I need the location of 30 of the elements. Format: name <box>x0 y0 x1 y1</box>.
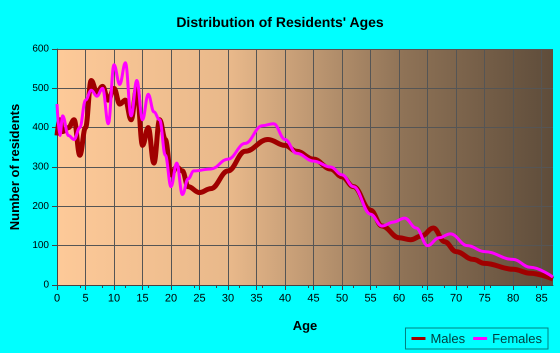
x-tick-label: 65 <box>421 292 434 304</box>
x-tick-label: 75 <box>478 292 491 304</box>
x-tick-label: 0 <box>54 292 60 304</box>
x-tick-label: 70 <box>450 292 462 304</box>
x-tick-label: 25 <box>193 292 206 304</box>
y-tick-label: 100 <box>32 240 50 252</box>
y-tick-label: 200 <box>32 200 50 212</box>
x-tick-label: 10 <box>108 292 120 304</box>
chart-title: Distribution of Residents' Ages <box>176 14 384 30</box>
x-tick-label: 85 <box>535 292 548 304</box>
x-tick-label: 60 <box>392 292 406 304</box>
x-axis-title: Age <box>292 318 318 333</box>
y-tick-label: 400 <box>32 122 50 134</box>
x-tick-label: 55 <box>364 292 377 304</box>
x-tick-label: 50 <box>336 292 348 304</box>
x-tick-label: 40 <box>278 292 292 304</box>
x-tick-label: 15 <box>136 292 149 304</box>
legend-label: Males <box>430 331 466 346</box>
y-tick-label: 300 <box>32 162 50 172</box>
y-tick-label: 0 <box>43 280 50 290</box>
x-tick-label: 20 <box>164 292 178 304</box>
y-tick-label: 600 <box>32 44 50 54</box>
x-tick-label: 35 <box>250 292 263 304</box>
legend-label: Females <box>492 331 542 346</box>
y-tick-label: 500 <box>32 82 50 94</box>
x-tick-label: 30 <box>222 292 234 304</box>
x-tick-label: 5 <box>82 292 89 304</box>
y-axis-title: Number of residents <box>7 104 22 230</box>
x-tick-label: 80 <box>506 292 520 304</box>
x-tick-label: 45 <box>307 292 320 304</box>
